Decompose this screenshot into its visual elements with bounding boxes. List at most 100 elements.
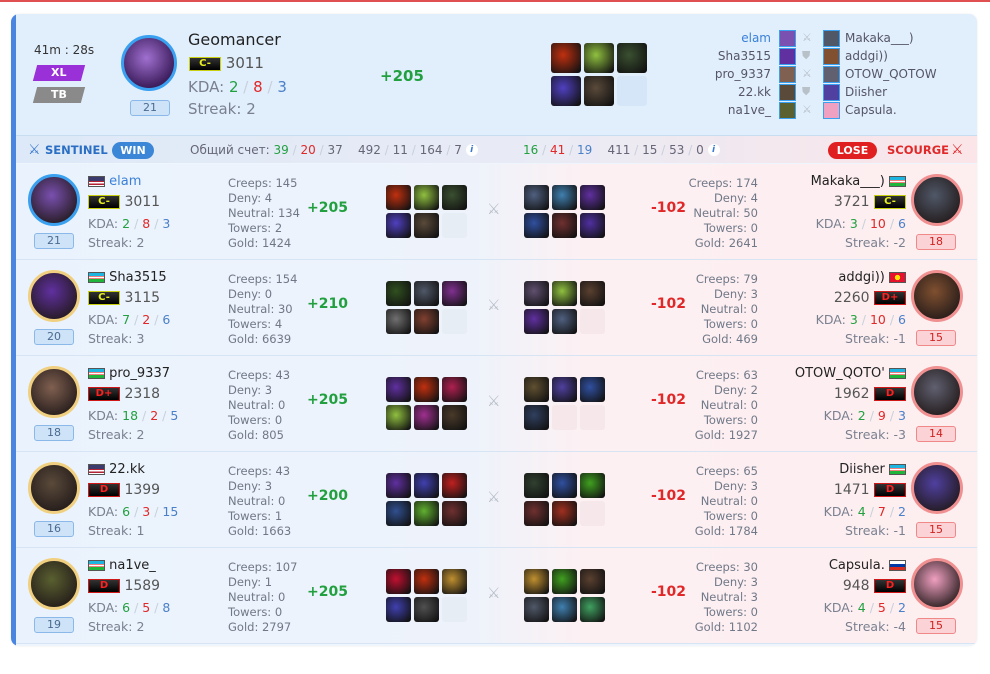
left-player-name[interactable]: 22.kk bbox=[88, 462, 145, 477]
item-slot[interactable] bbox=[552, 213, 577, 238]
item-slot[interactable] bbox=[580, 213, 605, 238]
player-name[interactable]: Geomancer bbox=[188, 30, 281, 49]
matchup-right-player[interactable]: OTOW_QOTOW bbox=[845, 67, 937, 81]
left-hero-avatar[interactable] bbox=[28, 174, 80, 226]
matchup-left-player[interactable]: elam bbox=[741, 31, 771, 45]
item-slot[interactable] bbox=[442, 185, 467, 210]
item-slot[interactable] bbox=[386, 213, 411, 238]
item-slot[interactable] bbox=[524, 213, 549, 238]
item-slot[interactable] bbox=[386, 569, 411, 594]
item-slot[interactable] bbox=[414, 569, 439, 594]
item-slot[interactable] bbox=[442, 213, 467, 238]
item-slot[interactable] bbox=[552, 405, 577, 430]
item-slot[interactable] bbox=[386, 473, 411, 498]
right-hero-avatar[interactable] bbox=[911, 366, 963, 418]
matchup-right-player[interactable]: Makaka___) bbox=[845, 31, 914, 45]
item-slot[interactable] bbox=[580, 597, 605, 622]
item-slot[interactable] bbox=[552, 377, 577, 402]
item-slot[interactable] bbox=[442, 309, 467, 334]
item-slot[interactable] bbox=[524, 377, 549, 402]
right-player-name[interactable]: OTOW_QOTO' bbox=[795, 366, 906, 381]
item-slot[interactable] bbox=[386, 309, 411, 334]
left-player-name[interactable]: pro_9337 bbox=[88, 366, 170, 381]
item-slot[interactable] bbox=[524, 597, 549, 622]
right-player-name[interactable]: Makaka___) bbox=[811, 174, 906, 189]
item-slot[interactable] bbox=[617, 76, 647, 106]
item-slot[interactable] bbox=[524, 569, 549, 594]
item-slot[interactable] bbox=[386, 185, 411, 210]
item-slot[interactable] bbox=[552, 185, 577, 210]
right-hero-avatar[interactable] bbox=[911, 270, 963, 322]
item-slot[interactable] bbox=[386, 501, 411, 526]
info-icon[interactable]: i bbox=[707, 144, 720, 156]
right-player-name[interactable]: addgi)) bbox=[838, 270, 906, 285]
item-slot[interactable] bbox=[442, 377, 467, 402]
item-slot[interactable] bbox=[580, 309, 605, 334]
item-slot[interactable] bbox=[524, 309, 549, 334]
item-slot[interactable] bbox=[442, 281, 467, 306]
item-slot[interactable] bbox=[584, 43, 614, 73]
left-player-name[interactable]: na1ve_ bbox=[88, 558, 156, 573]
item-slot[interactable] bbox=[524, 281, 549, 306]
item-slot[interactable] bbox=[584, 76, 614, 106]
item-slot[interactable] bbox=[386, 281, 411, 306]
right-hero-avatar[interactable] bbox=[911, 558, 963, 610]
item-slot[interactable] bbox=[580, 377, 605, 402]
left-player-name[interactable]: elam bbox=[88, 174, 141, 189]
item-slot[interactable] bbox=[552, 569, 577, 594]
item-slot[interactable] bbox=[414, 213, 439, 238]
left-hero-avatar[interactable] bbox=[28, 558, 80, 610]
item-slot[interactable] bbox=[552, 473, 577, 498]
item-slot[interactable] bbox=[414, 377, 439, 402]
hero-avatar[interactable] bbox=[121, 35, 177, 91]
item-slot[interactable] bbox=[551, 43, 581, 73]
left-player-name[interactable]: Sha3515 bbox=[88, 270, 167, 285]
item-slot[interactable] bbox=[414, 281, 439, 306]
item-slot[interactable] bbox=[551, 76, 581, 106]
item-slot[interactable] bbox=[442, 405, 467, 430]
info-icon[interactable]: i bbox=[465, 144, 478, 156]
item-slot[interactable] bbox=[524, 501, 549, 526]
item-slot[interactable] bbox=[580, 185, 605, 210]
item-slot[interactable] bbox=[386, 405, 411, 430]
item-slot[interactable] bbox=[414, 597, 439, 622]
item-slot[interactable] bbox=[386, 377, 411, 402]
matchup-right-player[interactable]: Capsula. bbox=[845, 103, 897, 117]
item-slot[interactable] bbox=[442, 597, 467, 622]
item-slot[interactable] bbox=[552, 309, 577, 334]
item-slot[interactable] bbox=[580, 405, 605, 430]
right-hero-avatar[interactable] bbox=[911, 462, 963, 514]
item-slot[interactable] bbox=[524, 473, 549, 498]
left-hero-avatar[interactable] bbox=[28, 462, 80, 514]
item-slot[interactable] bbox=[414, 473, 439, 498]
item-slot[interactable] bbox=[552, 281, 577, 306]
left-hero-avatar[interactable] bbox=[28, 366, 80, 418]
item-slot[interactable] bbox=[414, 501, 439, 526]
item-slot[interactable] bbox=[552, 597, 577, 622]
item-slot[interactable] bbox=[442, 473, 467, 498]
item-slot[interactable] bbox=[580, 473, 605, 498]
item-slot[interactable] bbox=[617, 43, 647, 73]
matchup-left-player[interactable]: na1ve_ bbox=[727, 103, 771, 117]
item-slot[interactable] bbox=[580, 281, 605, 306]
right-player-name[interactable]: Capsula. bbox=[829, 558, 906, 573]
item-slot[interactable] bbox=[524, 185, 549, 210]
matchup-right-player[interactable]: Diisher bbox=[845, 85, 888, 99]
matchup-right-player[interactable]: addgi)) bbox=[845, 49, 888, 63]
item-slot[interactable] bbox=[386, 597, 411, 622]
item-slot[interactable] bbox=[414, 185, 439, 210]
item-slot[interactable] bbox=[524, 405, 549, 430]
item-slot[interactable] bbox=[442, 569, 467, 594]
matchup-left-player[interactable]: pro_9337 bbox=[714, 67, 771, 81]
item-slot[interactable] bbox=[414, 309, 439, 334]
item-slot[interactable] bbox=[580, 569, 605, 594]
item-slot[interactable] bbox=[552, 501, 577, 526]
item-slot[interactable] bbox=[580, 501, 605, 526]
matchup-left-player[interactable]: Sha3515 bbox=[717, 49, 771, 63]
right-player-name[interactable]: Diisher bbox=[839, 462, 906, 477]
item-slot[interactable] bbox=[414, 405, 439, 430]
item-slot[interactable] bbox=[442, 501, 467, 526]
matchup-left-player[interactable]: 22.kk bbox=[738, 85, 771, 99]
right-hero-avatar[interactable] bbox=[911, 174, 963, 226]
left-hero-avatar[interactable] bbox=[28, 270, 80, 322]
